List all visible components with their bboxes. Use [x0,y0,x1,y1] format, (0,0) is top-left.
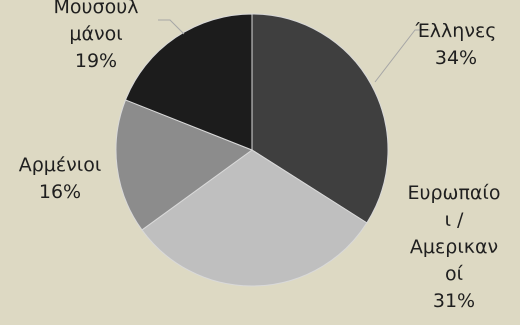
leader-line [374,29,430,83]
data-label-line: μάνοι [69,23,122,45]
data-labels: Έλληνες 34% Ευρωπαίο ι / Αμερικαν οί 31% Αρμένι… [19,0,501,312]
data-label-line: Αρμένιοι [19,154,102,176]
data-label-line: Ευρωπαίο [408,182,501,204]
data-label-line: ι / [445,209,464,231]
data-label-line: Αμερικαν [410,236,498,258]
data-label-line: οί [445,263,464,285]
pie-slice [251,13,389,224]
leader-line [158,19,185,35]
pie-slice [115,99,254,231]
data-label-line: 31% [433,290,475,312]
data-label-line: Μουσουλ [54,0,139,18]
pie-slice [124,13,253,151]
data-label: Αρμένιοι 16% [19,154,102,203]
pie-slices [115,13,389,287]
data-label: Έλληνες 34% [415,20,497,69]
data-label-line: Έλληνες [415,20,497,42]
data-label: Μουσουλ μάνοι 19% [54,0,139,72]
leader-lines [158,19,430,83]
data-label-line: 34% [435,47,477,69]
pie-slice [141,149,368,287]
data-label: Ευρωπαίο ι / Αμερικαν οί 31% [408,182,501,312]
data-label-line: 19% [75,50,117,72]
data-label-line: 16% [39,181,81,203]
